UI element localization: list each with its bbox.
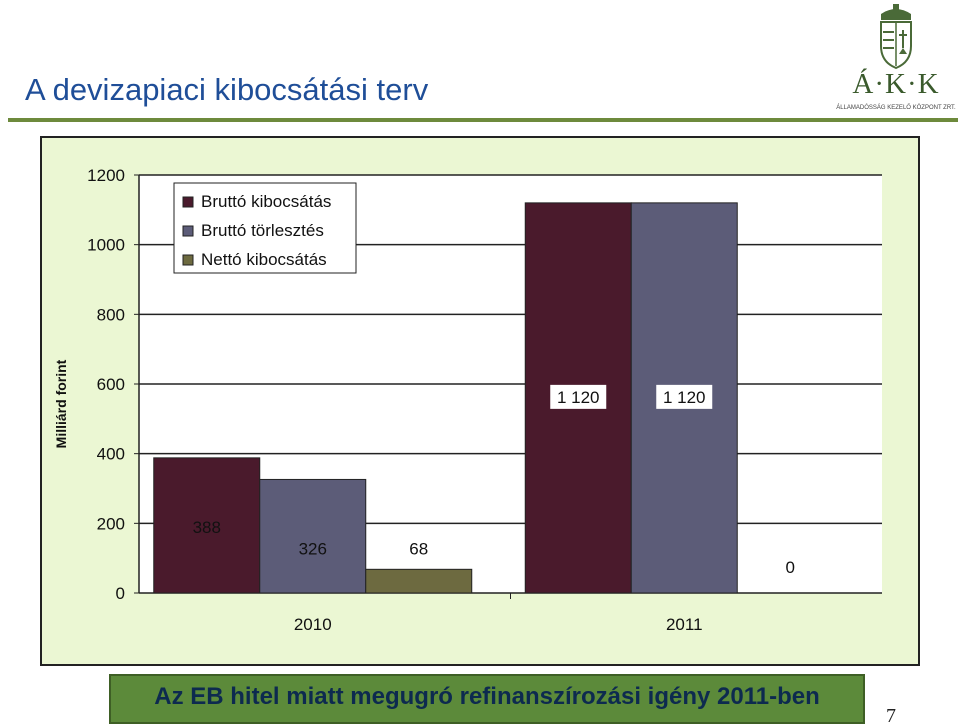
y-tick-label: 0 — [116, 584, 125, 603]
legend-box — [173, 182, 357, 274]
footer-text: Az EB hitel miatt megugró refinanszírozá… — [154, 683, 820, 710]
title-divider — [8, 118, 958, 122]
data-label: 388 — [193, 518, 221, 537]
y-tick-label: 600 — [97, 375, 125, 394]
x-tick-label: 2011 — [666, 615, 703, 634]
data-label-background — [656, 384, 713, 409]
data-label: 68 — [409, 539, 428, 558]
coat-of-arms-icon — [880, 4, 912, 70]
legend-label: Bruttó törlesztés — [201, 221, 324, 240]
slide-title: A devizapiaci kibocsátási terv — [25, 72, 429, 107]
y-tick-label: 200 — [97, 514, 125, 533]
y-axis-label: Milliárd forint — [53, 359, 69, 448]
chart-area: 0 200 400 600 800 1000 1200 Milliárd forint 2010… — [40, 136, 920, 666]
y-tick-label: 800 — [97, 305, 125, 324]
logo-wordmark: Á·K·K — [852, 68, 940, 100]
y-tick-label: 1000 — [87, 236, 125, 255]
legend-label: Nettó kibocsátás — [201, 250, 327, 269]
bar-brutt-kibocs-t-s-2010 — [153, 457, 261, 594]
legend-swatch — [182, 196, 194, 208]
data-label: 326 — [299, 539, 327, 558]
data-label-background — [550, 384, 607, 409]
legend-label: Bruttó kibocsátás — [201, 192, 331, 211]
logo-subtitle: ÁLLAMADÓSSÁG KEZELŐ KÖZPONT ZRT. — [836, 105, 956, 111]
data-label: 1 120 — [557, 388, 600, 407]
y-tick-label: 1200 — [87, 166, 125, 185]
bar-chart: 0 200 400 600 800 1000 1200 Milliárd forint 2010… — [53, 166, 882, 634]
akk-logo: Á·K·K ÁLLAMADÓSSÁG KEZELŐ KÖZPONT ZRT. — [835, 2, 957, 114]
footer-banner: Az EB hitel miatt megugró refinanszírozá… — [109, 674, 865, 724]
legend-swatch — [182, 225, 194, 237]
data-label: 0 — [786, 558, 795, 577]
legend-swatch — [182, 254, 194, 266]
data-label: 1 120 — [663, 388, 706, 407]
y-tick-label: 400 — [97, 445, 125, 464]
bar-brutt-t-rleszt-s-2010 — [259, 478, 367, 594]
x-tick-label: 2010 — [294, 615, 332, 634]
page-number: 7 — [886, 705, 896, 727]
bar-nett-kibocs-t-s-2010 — [365, 568, 473, 594]
